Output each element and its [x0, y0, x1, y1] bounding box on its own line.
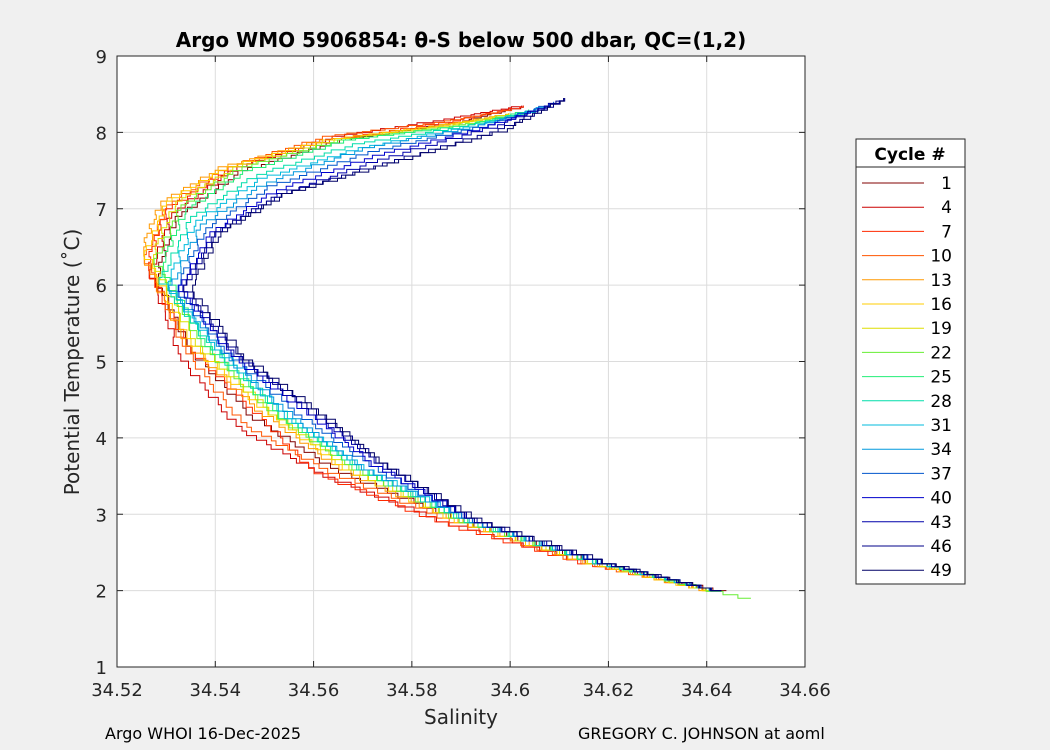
legend-label-cycle-25: 25	[930, 368, 952, 388]
legend-label-cycle-16: 16	[930, 295, 952, 315]
x-tick-label: 34.52	[91, 680, 143, 701]
footer-left: Argo WHOI 16-Dec-2025	[105, 724, 302, 743]
legend-label-cycle-46: 46	[930, 537, 952, 557]
legend-label-cycle-10: 10	[930, 247, 952, 267]
legend-label-cycle-31: 31	[930, 416, 952, 436]
y-tick-label: 8	[96, 123, 107, 144]
legend-label-cycle-13: 13	[930, 271, 952, 291]
series-line-cycle-49	[192, 98, 722, 592]
x-tick-label: 34.6	[490, 680, 530, 701]
legend: Cycle # 1 4 7 10 13 16 19 22 25 28 31 34 37 40 43 46 49	[855, 138, 966, 585]
y-tick-label: 2	[96, 582, 107, 603]
y-axis-label: Potential Temperature (˚C)	[60, 229, 84, 496]
series-layer	[143, 98, 751, 599]
footer-right: GREGORY C. JOHNSON at aoml	[578, 724, 825, 743]
legend-label-cycle-1: 1	[941, 174, 952, 194]
y-tick-label: 4	[96, 429, 107, 450]
y-tick-label: 3	[96, 505, 107, 526]
axis-ticks: 34.52 34.54 34.56 34.58 34.6 34.62 34.64 34.66 1…	[91, 47, 831, 701]
legend-label-cycle-19: 19	[930, 319, 952, 339]
x-tick-label: 34.54	[190, 680, 242, 701]
y-tick-label: 5	[96, 353, 107, 374]
x-tick-label: 34.62	[583, 680, 635, 701]
x-axis-label: Salinity	[424, 705, 498, 729]
x-tick-label: 34.58	[386, 680, 438, 701]
legend-label-cycle-43: 43	[930, 513, 952, 533]
legend-entries: 1 4 7 10 13 16 19 22 25 28 31 34 37 40 43 46 49	[862, 174, 952, 581]
y-tick-label: 1	[96, 658, 107, 679]
y-tick-label: 9	[96, 47, 107, 68]
legend-label-cycle-49: 49	[930, 561, 952, 581]
x-tick-label: 34.64	[681, 680, 733, 701]
x-tick-label: 34.56	[288, 680, 340, 701]
x-tick-label: 34.66	[779, 680, 831, 701]
y-tick-label: 7	[96, 200, 107, 221]
legend-title: Cycle #	[874, 145, 945, 165]
legend-label-cycle-4: 4	[941, 198, 952, 218]
legend-label-cycle-34: 34	[930, 440, 952, 460]
legend-label-cycle-28: 28	[930, 392, 952, 412]
legend-label-cycle-40: 40	[930, 489, 952, 509]
chart-title: Argo WMO 5906854: θ-S below 500 dbar, QC…	[176, 28, 746, 52]
y-tick-label: 6	[96, 276, 107, 297]
legend-box	[855, 138, 966, 585]
legend-label-cycle-22: 22	[930, 343, 952, 363]
legend-label-cycle-7: 7	[941, 222, 952, 242]
legend-label-cycle-37: 37	[930, 464, 952, 484]
